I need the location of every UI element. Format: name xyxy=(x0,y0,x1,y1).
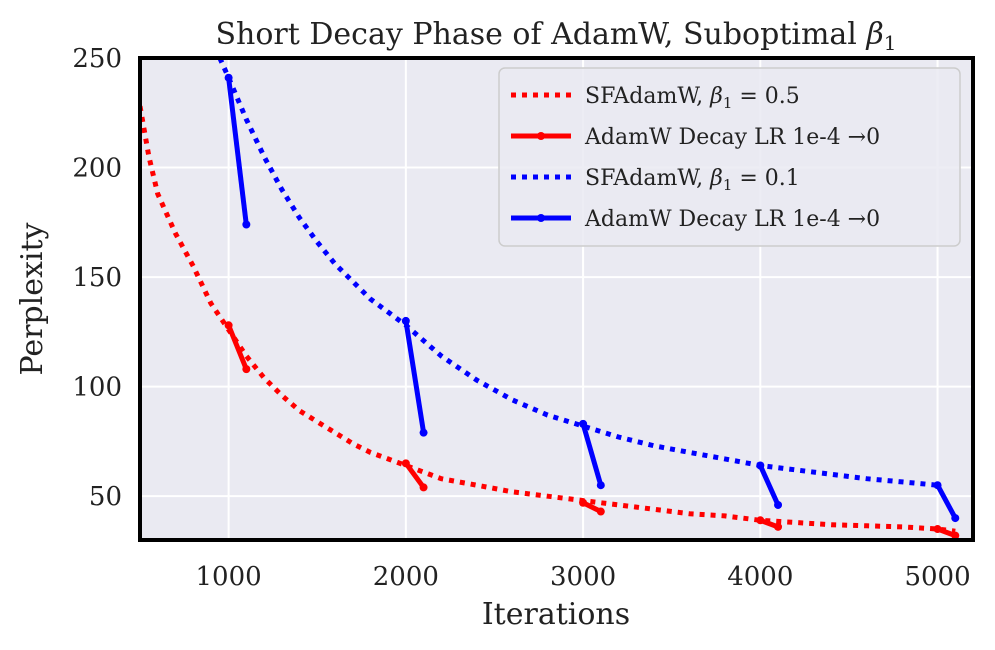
series-3-segment-3 xyxy=(758,464,781,506)
legend-label: AdamW Decay LR 1e-4 →0 xyxy=(584,207,880,232)
series-1-point xyxy=(951,531,960,540)
series-3-point xyxy=(401,316,410,325)
series-1-point xyxy=(596,507,605,516)
series-3-point xyxy=(951,514,960,523)
y-axis-ticks: 50 100 150 200 250 xyxy=(72,44,122,512)
series-1-point xyxy=(401,459,410,468)
legend-swatch-marker xyxy=(537,132,545,140)
x-tick-label: 3000 xyxy=(550,562,616,592)
series-layer xyxy=(140,58,960,540)
series-3-point xyxy=(596,481,605,490)
x-tick-label: 4000 xyxy=(727,562,793,592)
series-3-point xyxy=(224,73,233,82)
series-1-point xyxy=(756,516,765,525)
y-axis-label: Perplexity xyxy=(15,222,50,375)
series-1-point xyxy=(774,522,783,531)
legend-label: AdamW Decay LR 1e-4 →0 xyxy=(584,125,880,150)
series-3-point xyxy=(419,428,428,437)
series-1-point xyxy=(224,321,233,330)
series-1-point xyxy=(933,525,942,534)
y-tick-label: 100 xyxy=(72,373,122,403)
series-3-segment-1 xyxy=(403,320,427,433)
series-1-point xyxy=(579,498,588,507)
series-1-segment-1 xyxy=(403,461,426,489)
y-tick-label: 200 xyxy=(72,154,122,184)
x-tick-label: 1000 xyxy=(196,562,262,592)
series-3-point xyxy=(756,461,765,470)
y-tick-label: 150 xyxy=(72,263,122,293)
x-axis-ticks: 1000 2000 3000 4000 5000 xyxy=(196,562,971,592)
series-1-point xyxy=(419,483,428,492)
legend-box xyxy=(498,67,961,247)
legend: SFAdamW, β1 = 0.5 AdamW Decay LR 1e-4 →0 S… xyxy=(498,67,961,247)
series-1-segment-0 xyxy=(226,324,249,371)
series-3-segment-4 xyxy=(935,484,958,520)
series-3-segment-0 xyxy=(226,77,249,225)
legend-label: SFAdamW, β1 = 0.1 xyxy=(585,166,800,194)
series-3-segment-2 xyxy=(580,423,604,486)
y-tick-label: 250 xyxy=(72,44,122,74)
series-line-0 xyxy=(140,105,956,534)
chart-title-text: Short Decay Phase of AdamW, Suboptimal β… xyxy=(215,17,896,55)
y-tick-label: 50 xyxy=(89,482,122,512)
x-axis-label: Iterations xyxy=(482,597,630,632)
legend-swatch-marker xyxy=(537,214,545,222)
x-tick-label: 2000 xyxy=(373,562,439,592)
series-3-point xyxy=(774,500,783,509)
plot-frame xyxy=(138,56,975,542)
series-3-point xyxy=(579,419,588,428)
series-3-point xyxy=(933,481,942,490)
chart-title: Short Decay Phase of AdamW, Suboptimal β… xyxy=(215,17,896,55)
series-3-point xyxy=(242,220,251,229)
series-1-point xyxy=(242,365,251,374)
series-line-2 xyxy=(217,58,938,488)
x-tick-label: 5000 xyxy=(904,562,970,592)
legend-label: SFAdamW, β1 = 0.5 xyxy=(585,84,800,112)
